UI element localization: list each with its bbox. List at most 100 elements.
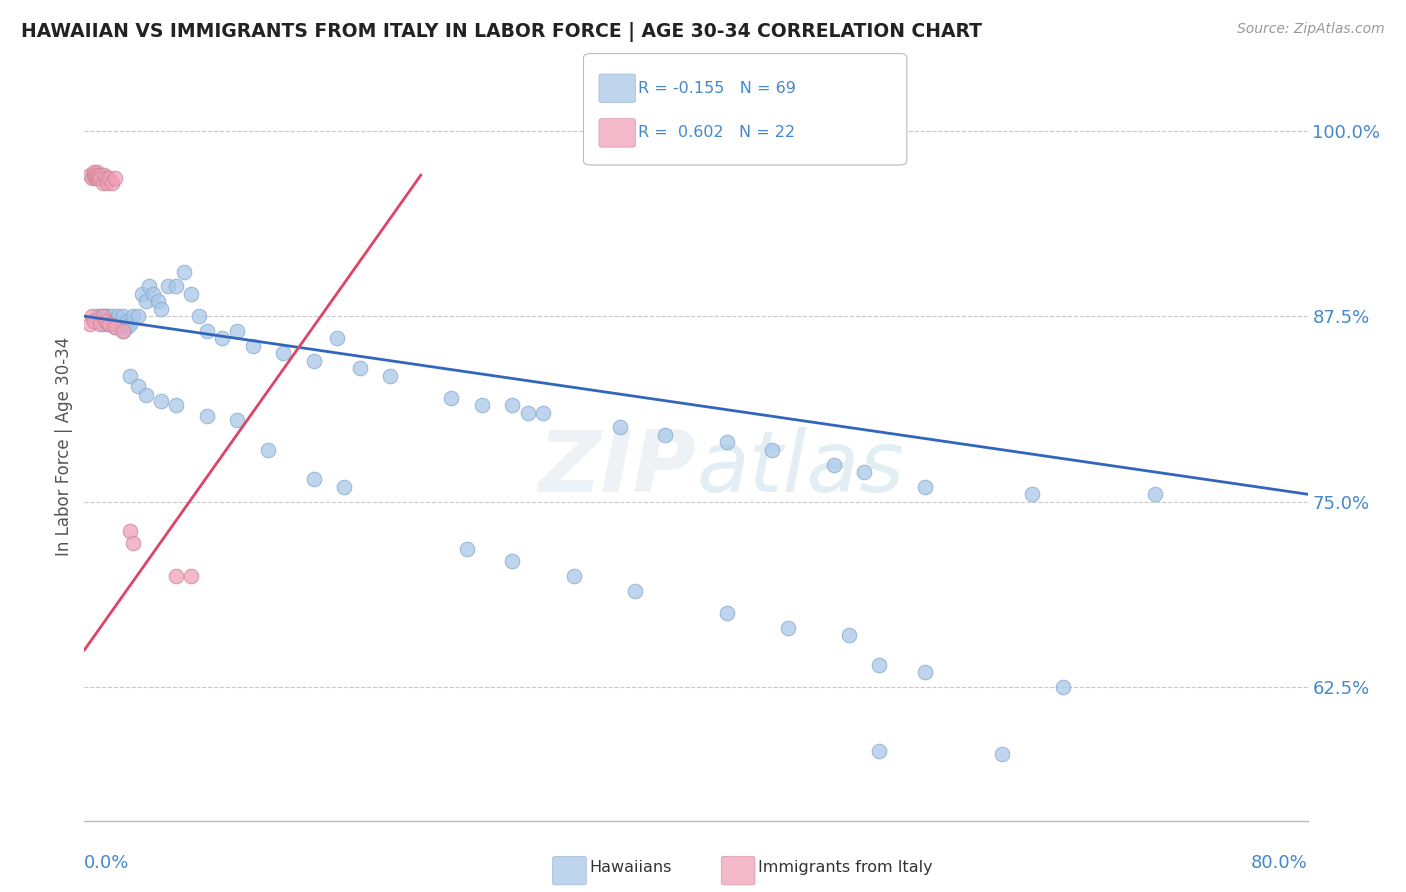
Point (823, 458, 845, 472)
Point (79, 317, 101, 331)
Point (302, 353, 325, 368)
Point (89, 309, 111, 323)
Point (80, 309, 103, 323)
Point (195, 409, 218, 423)
Text: R =  0.602   N = 22: R = 0.602 N = 22 (638, 126, 796, 140)
Point (380, 368, 402, 383)
Point (761, 442, 783, 457)
Point (80, 171, 103, 186)
Point (869, 657, 891, 672)
Point (609, 420, 631, 434)
Point (1052, 680, 1074, 694)
Point (89, 317, 111, 331)
Point (138, 279, 160, 293)
Point (91, 309, 114, 323)
Point (79, 168, 101, 182)
Point (107, 309, 129, 323)
Point (83, 313, 105, 327)
Point (131, 287, 153, 301)
Point (135, 294, 157, 309)
Point (89, 313, 111, 327)
Point (188, 309, 211, 323)
Point (111, 324, 134, 338)
Point (1021, 487, 1043, 501)
Point (104, 171, 127, 186)
Point (97, 317, 120, 331)
Text: 0.0%: 0.0% (84, 855, 129, 872)
Point (165, 569, 187, 583)
Point (257, 442, 280, 457)
Point (180, 569, 202, 583)
Point (991, 747, 1014, 761)
Point (83, 165, 105, 179)
Point (111, 309, 134, 323)
Point (122, 536, 145, 550)
Point (127, 309, 149, 323)
Point (1143, 487, 1166, 501)
Point (89, 171, 111, 186)
Point (91, 317, 114, 331)
Point (104, 319, 127, 334)
Point (96, 309, 118, 323)
Text: Hawaiians: Hawaiians (589, 860, 672, 874)
Point (914, 665, 936, 680)
Point (173, 265, 195, 279)
Point (516, 406, 538, 420)
Point (716, 435, 738, 450)
Text: Immigrants from Italy: Immigrants from Italy (758, 860, 932, 874)
Point (115, 319, 138, 334)
Point (101, 317, 124, 331)
Text: R = -0.155   N = 69: R = -0.155 N = 69 (638, 81, 796, 95)
Y-axis label: In Labor Force | Age 30-34: In Labor Force | Age 30-34 (55, 336, 73, 556)
Point (471, 398, 494, 412)
Point (83, 168, 105, 182)
Point (107, 317, 129, 331)
Point (122, 309, 145, 323)
Point (94, 309, 117, 323)
Point (624, 583, 647, 598)
Point (84, 171, 107, 186)
Point (94, 313, 117, 327)
Point (86, 168, 108, 182)
Point (226, 324, 249, 338)
Point (127, 379, 149, 393)
Point (120, 524, 142, 539)
Point (104, 319, 127, 334)
Point (211, 331, 233, 345)
Point (96, 317, 118, 331)
Text: Source: ZipAtlas.com: Source: ZipAtlas.com (1237, 22, 1385, 37)
Point (146, 294, 169, 309)
Point (120, 368, 142, 383)
Point (87, 168, 110, 182)
Point (531, 406, 554, 420)
Point (93, 168, 115, 182)
Point (142, 287, 165, 301)
Point (89, 168, 111, 182)
Point (226, 413, 249, 427)
Point (776, 621, 799, 635)
Point (157, 279, 180, 293)
Point (333, 480, 356, 494)
Point (853, 465, 876, 479)
Point (716, 606, 738, 620)
Point (149, 301, 172, 316)
Point (111, 317, 134, 331)
Point (120, 317, 142, 331)
Point (111, 324, 134, 338)
Point (302, 472, 325, 486)
Point (242, 339, 264, 353)
Point (104, 313, 127, 327)
Point (195, 324, 218, 338)
Point (91, 176, 114, 190)
Point (165, 398, 187, 412)
Point (86, 309, 108, 323)
Point (84, 168, 107, 182)
Point (180, 287, 202, 301)
Point (101, 309, 124, 323)
Point (86, 171, 108, 186)
Text: 80.0%: 80.0% (1251, 855, 1308, 872)
Point (654, 428, 676, 442)
Point (869, 744, 891, 758)
Point (135, 388, 157, 402)
Point (502, 554, 524, 568)
